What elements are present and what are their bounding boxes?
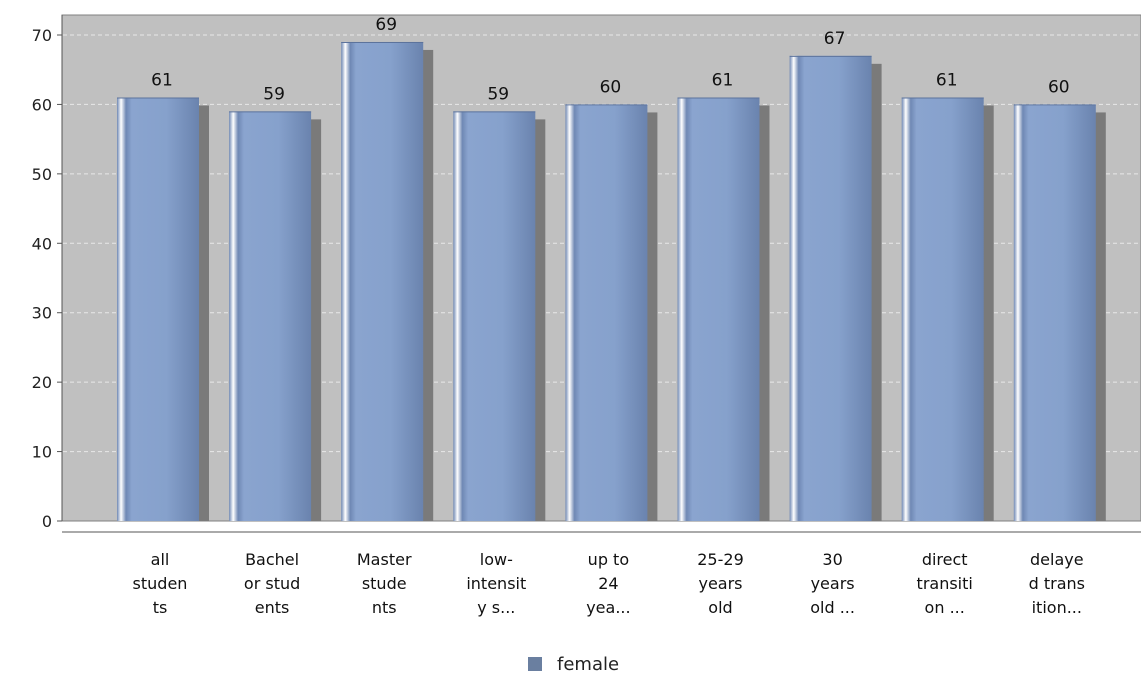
x-category-label: Bachel or stud ents <box>244 550 300 617</box>
y-tick-label: 70 <box>32 26 52 45</box>
x-axis: all studen ts Bachel or stud ents Master stude n… <box>62 531 1141 617</box>
y-tick-label: 40 <box>32 234 52 253</box>
bar <box>565 104 648 521</box>
bar <box>789 55 872 521</box>
y-tick-label: 60 <box>32 95 52 114</box>
legend: female <box>528 654 619 674</box>
y-tick-label: 20 <box>32 373 52 392</box>
bar-value-label: 60 <box>1048 77 1070 97</box>
x-category-label: 30 years old ... <box>810 550 855 617</box>
bar-value-label: 59 <box>487 84 509 104</box>
x-category-label: Master stude nts <box>357 550 412 617</box>
y-tick-label: 0 <box>42 512 52 531</box>
y-tick-label: 10 <box>32 443 52 462</box>
bar <box>1013 104 1096 521</box>
bar <box>341 41 424 521</box>
bar-value-label: 61 <box>712 70 734 90</box>
bar-value-label: 61 <box>151 70 173 90</box>
bar-value-label: 61 <box>936 70 958 90</box>
x-category-label: up to 24 yea... <box>586 550 630 617</box>
bar <box>117 97 199 521</box>
y-axis: 0 10 20 30 40 50 60 70 <box>32 15 63 531</box>
bars-group: 61 59 69 59 60 61 67 61 60 <box>117 15 1106 521</box>
x-category-label: direct transiti on ... <box>917 550 973 617</box>
bar <box>453 111 536 521</box>
y-tick-label: 30 <box>32 304 52 323</box>
legend-label-female: female <box>557 654 619 674</box>
x-category-label: all studen ts <box>133 550 188 617</box>
x-category-label: 25-29 years old <box>697 550 744 617</box>
bar <box>677 97 760 521</box>
y-tick-label: 50 <box>32 165 52 184</box>
bar <box>229 111 312 521</box>
x-category-label: low-intensit y s... <box>466 550 526 617</box>
legend-swatch-female <box>528 657 542 671</box>
bar-value-label: 59 <box>263 84 285 104</box>
bar-value-label: 67 <box>824 29 846 49</box>
bar-value-label: 60 <box>600 77 622 97</box>
bar <box>901 97 984 521</box>
bar-value-label: 69 <box>375 15 397 35</box>
x-category-label: delaye d trans ition... <box>1029 550 1085 617</box>
